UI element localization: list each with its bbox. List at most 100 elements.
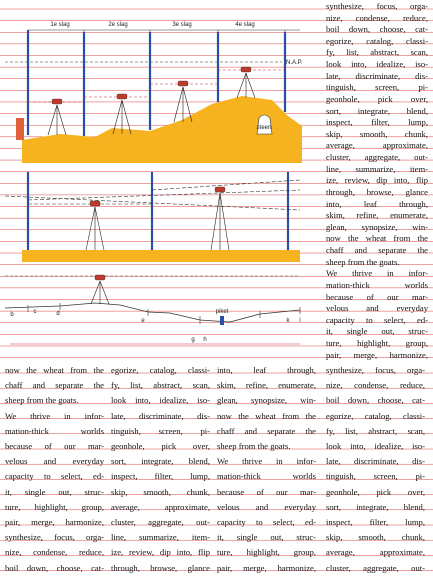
text-line: synthesize, focus, orga- (326, 1, 428, 11)
text-line: because of our mar- (326, 291, 428, 302)
level-instrument (214, 186, 226, 193)
text-line: geonhole, pick over, (326, 486, 425, 497)
text-line: mation-thick worlds (5, 425, 104, 436)
tripod-leg (245, 72, 256, 99)
text-line: glean, synopsize, win- (217, 395, 316, 406)
text-line: pair, merge, harmonize, (217, 562, 316, 573)
profile-diagram (4, 275, 301, 345)
text-line: ture, highlight, group, (5, 501, 104, 512)
text-line: boil down, choose, cat- (326, 24, 428, 35)
text-line: cluster, aggregate, out- (111, 517, 210, 527)
tripod-leg (173, 86, 184, 123)
text-line: mation-thick worlds (326, 279, 428, 290)
text-line: inspect, filter, lump, (326, 517, 425, 527)
text-line: egorize, catalog, classi- (326, 35, 428, 46)
stage-label: 2e slag (108, 22, 127, 28)
text-line: egorize, catalog, classi- (326, 410, 425, 421)
profile (4, 302, 301, 323)
text-line: synthesize, focus, orga- (326, 365, 425, 375)
text-line: tinguish, screen, pi- (326, 82, 428, 93)
stage-label: 1e slag (50, 22, 69, 28)
text-line: velous and everyday (217, 501, 316, 512)
text-line: geonhole, pick over, (111, 441, 210, 451)
text-line: velous and everyday (326, 303, 428, 314)
text-line: nize, condense, reduce, (5, 547, 104, 558)
level-instrument (89, 200, 101, 207)
text-line: ture, highlight, group, (217, 547, 316, 558)
point-label: d (56, 311, 59, 317)
text-line: now the wheat from the (5, 365, 104, 375)
labels: 1e slag 2e slag 3e slag 4e slag N.A.P. steen p… (10, 22, 303, 343)
point-label: c (34, 309, 37, 315)
instruments (47, 66, 256, 305)
tripod-leg (210, 192, 221, 251)
text-line: sheep from the goats. (326, 256, 400, 267)
text-line: glean, synopsize, win- (326, 221, 428, 232)
text-line: late, discriminate, dis- (326, 456, 425, 467)
text-line: capacity to select, ed- (217, 517, 316, 527)
tripod-leg (236, 72, 247, 99)
text-line: inspect, filter, lump, (326, 117, 428, 128)
stage-label: 3e slag (172, 22, 191, 28)
text-line: We thrive in infor- (217, 456, 316, 467)
text-line: cluster, aggregate, out- (326, 562, 425, 573)
text-line: it, single out, struc- (326, 326, 428, 337)
text-line: it, single out, struc- (217, 532, 316, 543)
text-line: late, discriminate, dis- (326, 70, 428, 81)
tripod-leg (182, 86, 193, 123)
text-line: sheep from the goats. (5, 395, 79, 406)
text-line: fy, list, abstract, scan, (111, 380, 210, 391)
text-line: We thrive in infor- (5, 410, 104, 421)
text-line: it, single out, struc- (5, 486, 104, 497)
text-line: tinguish, screen, pi- (111, 425, 210, 436)
leveling-diagram-1 (5, 29, 302, 163)
text-line: through, browse, glance (111, 562, 210, 573)
tripod-leg (99, 280, 110, 305)
text-line: skim, refine, enumerate, (326, 210, 428, 221)
text-line: line, summarize, item- (326, 163, 428, 174)
text-line: egorize, catalog, classi- (111, 365, 210, 375)
point-label: b (10, 312, 14, 318)
text-line: fy, list, abstract, scan, (326, 425, 425, 436)
level-instrument (240, 66, 252, 73)
text-line: sort, integrate, blend, (326, 501, 425, 512)
stone-label: steen (257, 125, 272, 131)
text-line: boil down, choose, cat- (326, 395, 425, 406)
text-line: look into, idealize, iso- (326, 59, 428, 70)
text-line: look into, idealize, iso- (111, 395, 210, 406)
level-instrument (177, 80, 189, 87)
text-line: cluster, aggregate, out- (326, 152, 428, 163)
text-line: skip, smooth, chunk, (326, 128, 428, 139)
text-line: now the wheat from the (217, 410, 316, 421)
level-instrument (94, 274, 106, 281)
text-line: sheep from the goats. (217, 441, 291, 451)
text-line: geonhole, pick over, (326, 93, 428, 104)
text-line: nize, condense, reduce, (326, 12, 428, 23)
text-line: late, discriminate, dis- (111, 410, 210, 421)
text-line: pair, merge, harmonize, (326, 349, 428, 360)
tripod-leg (85, 206, 96, 251)
tripod-leg (56, 104, 67, 136)
text-line: chaff and separate the (326, 245, 428, 256)
terrain (22, 250, 300, 262)
text-line: skim, refine, enumerate, (217, 380, 316, 391)
text-line: average, approximate, (326, 140, 428, 151)
text-line: ture, highlight, group, (326, 337, 428, 348)
text-line: ize, review, dip into, flip (111, 547, 210, 558)
marker (16, 118, 24, 140)
stake-label: piket (216, 309, 229, 315)
text-line: because of our mar- (5, 441, 104, 451)
text-line: sort, integrate, blend, (111, 456, 210, 467)
tripod-leg (112, 99, 123, 135)
terrain (22, 96, 302, 163)
text-line: look into, idealize, iso- (326, 441, 425, 451)
text-line: line, summarize, item- (111, 532, 210, 543)
text-line: into, leaf through, (217, 365, 316, 375)
text-line: pair, merge, harmonize, (5, 517, 104, 527)
text-line: sort, integrate, blend, (326, 105, 428, 116)
point-label: h (203, 337, 206, 343)
text-line: synthesize, focus, orga- (5, 532, 104, 543)
point-label: l (299, 318, 300, 324)
